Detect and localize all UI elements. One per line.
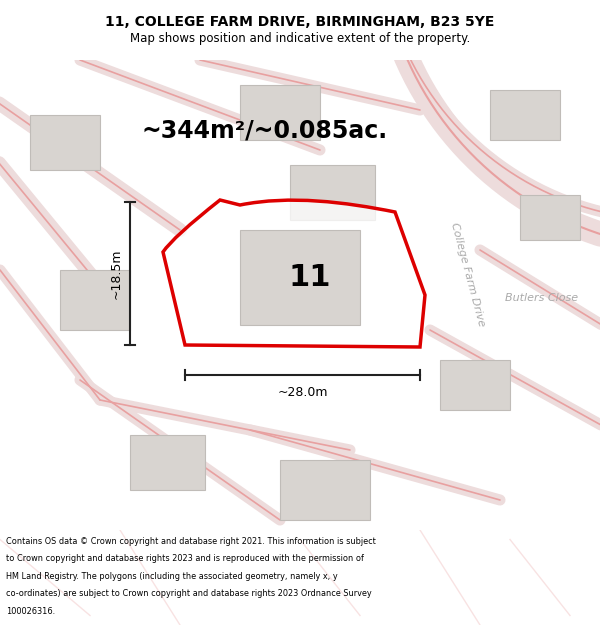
Bar <box>490 90 560 140</box>
Bar <box>240 230 360 325</box>
Text: ~344m²/~0.085ac.: ~344m²/~0.085ac. <box>142 118 388 142</box>
Bar <box>520 195 580 240</box>
Bar <box>290 165 375 220</box>
Text: 100026316.: 100026316. <box>6 607 55 616</box>
Text: Map shows position and indicative extent of the property.: Map shows position and indicative extent… <box>130 32 470 45</box>
Bar <box>280 460 370 520</box>
Text: College Farm Drive: College Farm Drive <box>449 222 487 328</box>
Text: 11, COLLEGE FARM DRIVE, BIRMINGHAM, B23 5YE: 11, COLLEGE FARM DRIVE, BIRMINGHAM, B23 … <box>106 15 494 29</box>
Bar <box>130 435 205 490</box>
Bar <box>60 270 130 330</box>
Text: HM Land Registry. The polygons (including the associated geometry, namely x, y: HM Land Registry. The polygons (includin… <box>6 572 338 581</box>
Bar <box>440 360 510 410</box>
Text: co-ordinates) are subject to Crown copyright and database rights 2023 Ordnance S: co-ordinates) are subject to Crown copyr… <box>6 589 371 598</box>
Text: ~18.5m: ~18.5m <box>110 248 122 299</box>
Bar <box>30 115 100 170</box>
Text: 11: 11 <box>289 264 331 292</box>
Text: Butlers Close: Butlers Close <box>505 293 578 303</box>
Text: Contains OS data © Crown copyright and database right 2021. This information is : Contains OS data © Crown copyright and d… <box>6 537 376 546</box>
Bar <box>240 85 320 140</box>
Text: to Crown copyright and database rights 2023 and is reproduced with the permissio: to Crown copyright and database rights 2… <box>6 554 364 563</box>
PathPatch shape <box>163 200 425 347</box>
Text: ~28.0m: ~28.0m <box>277 386 328 399</box>
